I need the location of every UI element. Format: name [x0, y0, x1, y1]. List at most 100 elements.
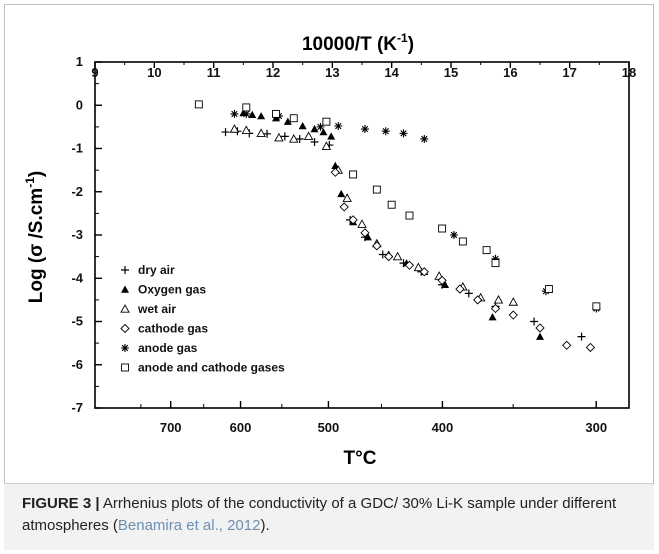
top-tick-label: 11 — [207, 65, 221, 80]
data-point-asterisk — [491, 254, 500, 263]
data-point-asterisk — [230, 109, 239, 118]
data-point-square — [242, 103, 251, 112]
y-tick-label: 1 — [76, 54, 83, 69]
y-tick-label: -7 — [71, 400, 83, 415]
data-point-open-triangle — [256, 128, 266, 138]
top-tick-label: 12 — [266, 65, 280, 80]
data-point-square — [349, 170, 358, 179]
data-point-diamond — [384, 251, 394, 262]
data-point-open-triangle — [392, 251, 403, 261]
legend-marker-plus — [121, 266, 129, 274]
data-point-diamond — [535, 323, 545, 333]
data-point-diamond — [348, 215, 358, 225]
y-tick-label: 0 — [76, 97, 83, 112]
data-point-open-triangle — [241, 125, 252, 134]
data-point-diamond — [585, 342, 596, 353]
data-point-diamond — [404, 260, 415, 270]
data-point-open-triangle — [229, 124, 240, 133]
y-tick-label: -2 — [71, 184, 83, 199]
data-point-diamond — [437, 275, 447, 286]
data-point-square — [458, 237, 467, 246]
top-tick-label: 13 — [325, 65, 339, 80]
data-point-asterisk — [334, 122, 343, 131]
data-point-diamond — [455, 284, 465, 294]
data-point-asterisk — [316, 122, 325, 131]
top-tick-label: 9 — [91, 65, 98, 80]
legend-marker-filled-triangle — [121, 285, 129, 293]
caption-text: Arrhenius plots of the conductivity of a… — [22, 495, 617, 534]
bottom-tick-label: 300 — [585, 420, 607, 435]
caption-background — [4, 483, 654, 550]
data-point-open-triangle — [289, 134, 299, 143]
data-point-diamond — [490, 303, 501, 314]
data-point-plus — [310, 138, 319, 147]
data-point-filled-triangle — [363, 233, 372, 241]
data-point-filled-triangle — [536, 332, 544, 340]
data-point-square — [482, 246, 491, 255]
data-point-square — [322, 117, 331, 126]
data-point-filled-triangle — [319, 128, 328, 136]
data-point-filled-triangle — [327, 132, 336, 140]
figure-caption: FIGURE 3 | Arrhenius plots of the conduc… — [22, 493, 632, 537]
bottom-tick-label: 500 — [318, 420, 340, 435]
data-point-open-triangle — [493, 294, 504, 304]
data-point-square — [272, 109, 280, 118]
data-point-filled-triangle — [283, 117, 292, 125]
data-point-square — [405, 211, 414, 220]
data-point-open-triangle — [321, 141, 332, 150]
top-axis-title: 10000/T (K-1) — [302, 31, 414, 55]
data-point-asterisk — [360, 125, 369, 134]
top-tick-label: 15 — [444, 65, 458, 80]
data-point-filled-triangle — [257, 112, 266, 120]
caption-end: ). — [260, 517, 270, 534]
data-point-filled-triangle — [441, 280, 450, 288]
data-point-square — [592, 302, 601, 311]
y-tick-label: -1 — [71, 141, 83, 156]
bottom-tick-label: 700 — [160, 420, 182, 435]
bottom-tick-label: 600 — [230, 420, 252, 435]
data-point-plus — [263, 129, 272, 138]
data-point-plus — [280, 132, 289, 141]
arrhenius-chart: 10000/T (K-1) Log (σ /S.cm-1) T°C 9 10 11 1… — [23, 31, 636, 469]
top-tick-label: 16 — [503, 65, 517, 80]
legend-marker-diamond — [120, 323, 130, 334]
data-point-diamond — [360, 228, 370, 238]
legend-label: dry air — [138, 263, 175, 277]
legend-label: anode gas — [138, 341, 198, 355]
data-point-asterisk — [449, 231, 458, 239]
legend-label: anode and cathode gases — [138, 361, 285, 375]
data-point-open-triangle — [357, 219, 367, 228]
data-point-diamond — [330, 167, 340, 177]
y-tick-label: -3 — [71, 227, 83, 242]
data-point-diamond — [339, 202, 349, 212]
y-tick-label: -6 — [71, 357, 83, 372]
top-tick-label: 17 — [562, 65, 576, 80]
legend-marker-open-triangle — [120, 304, 130, 313]
data-point-filled-triangle — [488, 313, 497, 321]
data-point-plus — [464, 289, 473, 298]
data-point-square — [372, 185, 381, 194]
data-point-asterisk — [420, 134, 429, 143]
top-tick-label: 18 — [622, 65, 636, 80]
data-point-plus — [295, 134, 304, 143]
caption-reference-link[interactable]: Benamira et al., 2012 — [117, 517, 261, 534]
legend: dry air Oxygen gas wet air cathode gas anode… — [120, 263, 285, 375]
data-point-diamond — [473, 295, 483, 305]
x-axis-title: T°C — [344, 448, 377, 469]
data-point-open-triangle — [342, 193, 352, 202]
points-layer — [194, 100, 601, 353]
y-tick-label: -5 — [71, 314, 83, 329]
data-point-diamond — [562, 340, 572, 350]
data-point-diamond — [508, 310, 518, 320]
legend-label: wet air — [137, 302, 176, 316]
data-point-plus — [221, 128, 230, 137]
data-point-plus — [378, 250, 387, 259]
data-point-asterisk — [381, 127, 390, 136]
top-tick-label: 10 — [147, 65, 161, 80]
y-axis-title: Log (σ /S.cm-1) — [23, 171, 47, 303]
data-point-square — [194, 100, 203, 109]
y-tick-label: -4 — [71, 270, 83, 285]
data-point-plus — [530, 317, 539, 326]
caption-label: FIGURE 3 | — [22, 495, 100, 512]
